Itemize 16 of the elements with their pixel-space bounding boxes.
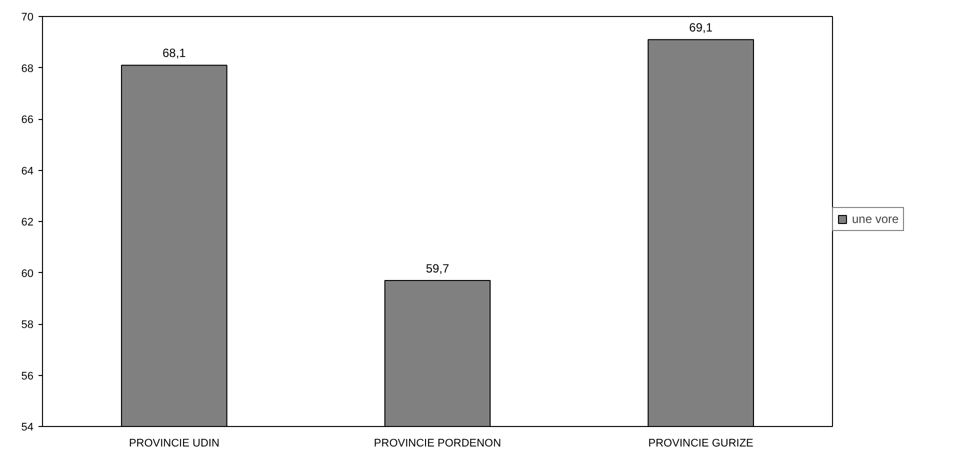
y-tick-label: 58 [21, 319, 34, 331]
data-label: 68,1 [162, 46, 186, 60]
y-tick-label: 62 [21, 216, 34, 228]
data-label: 69,1 [689, 20, 713, 35]
y-tick-label: 56 [21, 370, 34, 382]
legend-label: une vore [852, 212, 899, 226]
y-tick-label: 66 [21, 114, 34, 126]
y-tick-label: 64 [21, 165, 34, 178]
x-tick-label: PROVINCIE UDIN [128, 438, 220, 450]
x-tick-label: PROVINCIE PORDENON [374, 438, 502, 450]
y-tick-label: 68 [21, 62, 34, 75]
x-tick-label: PROVINCIE GURIZE [648, 438, 754, 450]
y-tick-label: 54 [21, 422, 34, 434]
data-label: 59,7 [426, 261, 450, 276]
y-tick-label: 60 [21, 268, 34, 280]
y-tick-label: 70 [21, 12, 34, 24]
